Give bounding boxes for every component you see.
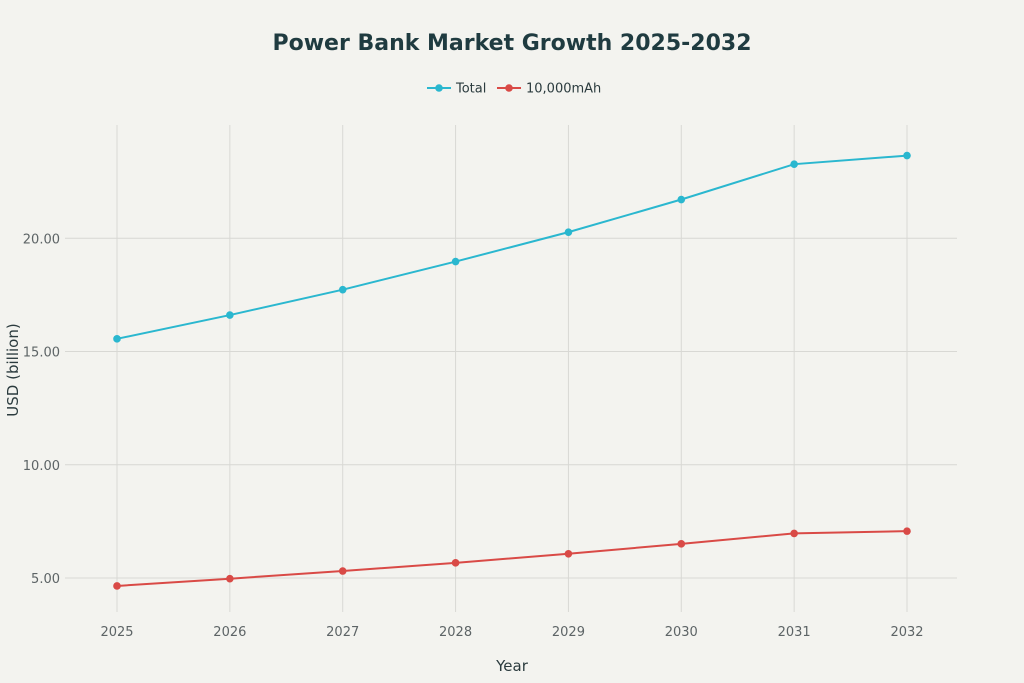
grid [65,125,957,612]
legend-item[interactable]: Total [427,82,486,97]
legend-swatch-marker [435,84,443,92]
legend-label: 10,000mAh [526,82,601,97]
x-tick-label: 2028 [439,625,472,640]
legend[interactable]: Total 10,000mAh [427,82,601,97]
data-point[interactable] [790,529,798,538]
data-point[interactable] [226,574,234,583]
x-tick-label: 2029 [552,625,585,640]
y-axis-title: USD (billion) [4,323,22,416]
legend-item[interactable]: 10,000mAh [497,82,601,97]
data-point[interactable] [338,285,347,294]
tick-labels: 2025 2026 2027 2028 2029 2030 2031 2032 5.00 10.0… [23,232,924,640]
legend-label: Total [455,82,486,97]
series-0[interactable] [113,151,911,343]
x-tick-label: 2032 [890,625,923,640]
y-tick-label: 10.00 [23,459,60,474]
data-point[interactable] [451,559,460,567]
data-point[interactable] [564,549,573,558]
data-point[interactable] [903,151,911,160]
data-point[interactable] [677,195,686,204]
data-point[interactable] [226,311,234,319]
data-point[interactable] [903,527,911,535]
y-tick-label: 5.00 [31,572,60,587]
y-tick-label: 15.00 [23,346,60,361]
data-point[interactable] [338,567,347,575]
x-axis-title: Year [495,657,529,675]
data-point[interactable] [790,160,798,168]
series-line[interactable] [116,154,908,340]
series-1[interactable] [113,527,911,590]
series-line[interactable] [116,530,908,587]
data-point[interactable] [564,228,573,236]
data-point[interactable] [113,335,121,343]
y-tick-label: 20.00 [23,232,60,247]
data-point[interactable] [113,582,121,590]
chart-title: Power Bank Market Growth 2025-2032 [272,31,751,56]
x-tick-label: 2027 [326,625,359,640]
data-point[interactable] [451,257,460,266]
data-point[interactable] [677,540,686,548]
x-tick-label: 2030 [665,625,698,640]
x-tick-label: 2026 [213,625,246,640]
legend-swatch-marker [505,84,513,92]
series-layer [113,151,911,590]
x-tick-label: 2031 [778,625,811,640]
x-tick-label: 2025 [100,625,133,640]
